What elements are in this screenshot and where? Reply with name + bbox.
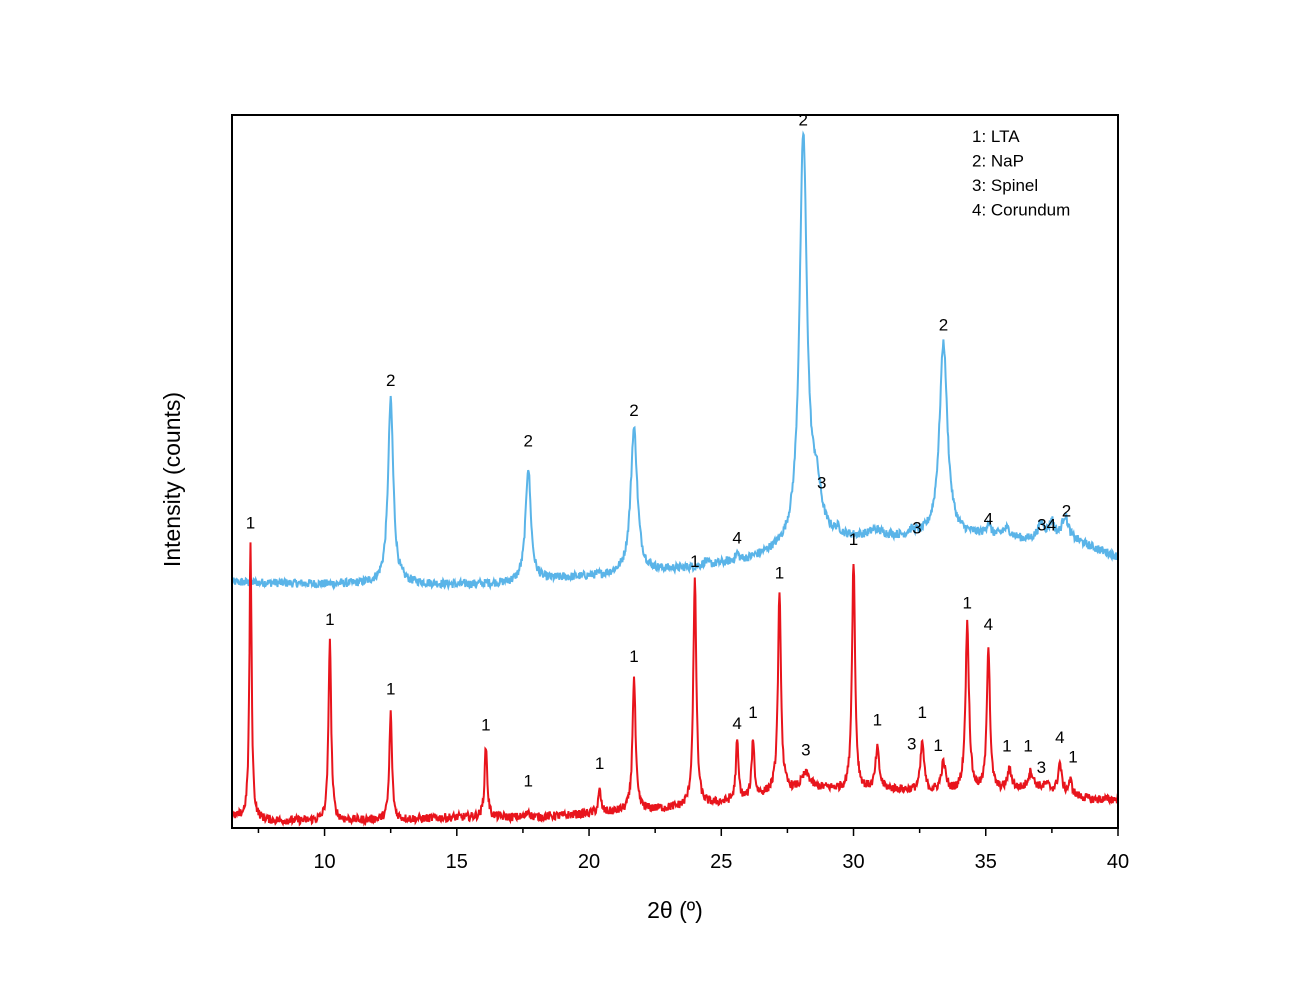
peak-label: 1 [1002, 737, 1011, 756]
peak-label: 4 [732, 714, 741, 733]
plot-frame [231, 114, 1119, 829]
peak-label: 1 [523, 772, 532, 791]
series-line-1 [231, 130, 1119, 591]
peak-label: 3 [817, 474, 826, 493]
peak-label: 1 [1068, 747, 1077, 766]
peak-label: 1 [918, 703, 927, 722]
peak-label: 2 [799, 111, 808, 130]
peak-label: 3 [907, 735, 916, 754]
peak-label: 3 [801, 740, 810, 759]
peak-label: 1 [933, 736, 942, 755]
peak-label: 1 [386, 680, 395, 699]
peak-label: 2 [1062, 501, 1071, 520]
peak-label: 4 [732, 529, 741, 548]
peak-label: 1 [1023, 737, 1032, 756]
x-tick-label: 30 [842, 851, 864, 873]
peak-label: 1 [629, 647, 638, 666]
series-layer [231, 130, 1119, 827]
peak-label: 2 [386, 371, 395, 390]
peak-label: 1 [849, 530, 858, 549]
legend-entry: 2: NaP [972, 152, 1024, 171]
y-axis-title: Intensity (counts) [159, 392, 185, 567]
peak-label: 2 [629, 401, 638, 420]
peak-label: 1 [481, 715, 490, 734]
x-axis-ticks: 10 15 20 25 30 35 40 [257, 828, 1129, 873]
peak-label: 1 [325, 610, 334, 629]
peak-label: 1 [595, 754, 604, 773]
peak-label: 34 [1037, 516, 1056, 535]
x-tick-label: 20 [578, 851, 600, 873]
peak-label: 3 [912, 519, 921, 538]
peak-label: 1 [748, 703, 757, 722]
peak-label: 2 [939, 315, 948, 334]
legend-entry: 4: Corundum [972, 201, 1070, 220]
legend: 1: LTA 2: NaP 3: Spinel 4: Corundum [972, 127, 1070, 220]
peak-label: 1 [246, 514, 255, 533]
peak-label: 1 [775, 563, 784, 582]
peak-label: 3 [1037, 758, 1046, 777]
x-tick-label: 35 [975, 851, 997, 873]
x-axis-title: 2θ (º) [647, 897, 703, 923]
peak-label: 2 [523, 432, 532, 451]
peak-label: 1 [963, 593, 972, 612]
legend-entry: 3: Spinel [972, 176, 1038, 195]
x-tick-label: 25 [710, 851, 732, 873]
legend-entry: 1: LTA [972, 127, 1020, 146]
x-tick-label: 10 [313, 851, 335, 873]
x-tick-label: 40 [1107, 851, 1129, 873]
peak-label: 4 [1055, 728, 1064, 747]
peak-label: 4 [984, 615, 993, 634]
peak-label: 1 [690, 552, 699, 571]
x-tick-label: 15 [446, 851, 468, 873]
peak-label: 1 [873, 710, 882, 729]
peak-label: 4 [984, 509, 993, 528]
series-line-2 [231, 542, 1119, 827]
